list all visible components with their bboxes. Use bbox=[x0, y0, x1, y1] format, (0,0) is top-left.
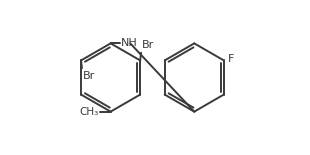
Text: NH: NH bbox=[121, 38, 138, 48]
Text: Br: Br bbox=[83, 71, 95, 81]
Text: CH₃: CH₃ bbox=[79, 107, 99, 117]
Text: Br: Br bbox=[142, 40, 154, 50]
Text: F: F bbox=[228, 54, 234, 64]
